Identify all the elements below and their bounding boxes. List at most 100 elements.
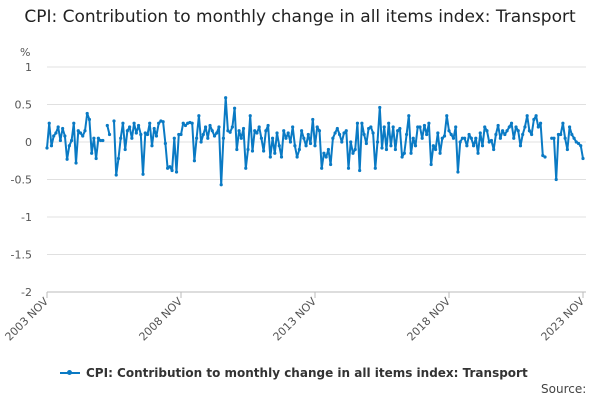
data-point: [116, 156, 121, 161]
data-point: [362, 132, 366, 137]
data-point: [512, 136, 516, 140]
data-point: [496, 123, 500, 128]
data-point: [172, 136, 176, 140]
data-point: [442, 134, 447, 138]
data-point: [375, 140, 380, 144]
data-point: [518, 144, 523, 148]
data-point: [248, 114, 252, 118]
series-line: [46, 96, 584, 186]
data-point: [402, 151, 406, 155]
data-point: [286, 131, 290, 135]
data-point: [413, 144, 418, 148]
data-point: [74, 161, 78, 165]
data-point: [206, 136, 210, 140]
y-tick-label: -0.5: [11, 174, 32, 187]
data-point: [304, 144, 308, 148]
data-point: [387, 121, 391, 125]
data-point: [208, 123, 212, 128]
source-label: Source:: [541, 382, 587, 396]
data-point: [483, 125, 487, 129]
data-point: [139, 132, 143, 137]
x-tick-label: 2003 NOV: [3, 295, 52, 344]
data-point: [195, 136, 199, 140]
data-point: [253, 129, 257, 133]
data-point: [239, 136, 243, 140]
data-point: [360, 121, 364, 125]
data-point: [576, 141, 581, 146]
data-point: [105, 123, 109, 128]
data-point: [534, 114, 538, 118]
data-point: [233, 106, 237, 110]
data-point: [293, 144, 297, 148]
data-point: [150, 144, 154, 148]
data-point: [427, 121, 431, 125]
data-point: [45, 146, 49, 150]
data-point: [56, 125, 60, 129]
data-point: [61, 126, 65, 131]
data-point: [237, 129, 241, 133]
data-point: [170, 168, 174, 173]
data-point: [177, 132, 181, 137]
data-point: [563, 136, 567, 140]
data-point: [485, 129, 489, 133]
legend[interactable]: CPI: Contribution to monthly change in a…: [60, 366, 528, 380]
data-point: [527, 129, 532, 133]
data-point: [425, 132, 429, 137]
data-point: [429, 162, 433, 167]
data-point: [219, 183, 223, 187]
y-axis-label: %: [20, 46, 30, 59]
data-point: [416, 125, 420, 129]
data-point: [273, 151, 277, 155]
data-point: [230, 125, 234, 129]
data-point: [478, 131, 482, 135]
data-point: [47, 121, 51, 125]
data-point: [465, 144, 469, 148]
data-point: [96, 136, 100, 140]
data-point: [315, 125, 319, 129]
data-point: [94, 156, 98, 161]
data-point: [244, 166, 248, 170]
data-point: [179, 132, 183, 137]
data-point: [259, 136, 263, 140]
data-point: [52, 134, 56, 138]
data-point: [467, 132, 471, 137]
data-point: [378, 105, 382, 110]
data-point: [250, 149, 255, 153]
data-point: [384, 147, 389, 152]
data-point: [507, 125, 511, 129]
data-point: [346, 166, 351, 170]
data-point: [288, 140, 293, 144]
data-point: [112, 119, 116, 123]
data-point: [277, 144, 281, 148]
data-point: [349, 140, 353, 144]
data-point: [199, 140, 203, 144]
data-point: [54, 131, 58, 135]
data-point: [326, 147, 330, 152]
data-point: [581, 156, 585, 161]
data-point: [456, 170, 460, 174]
y-tick-label: -1.5: [11, 249, 32, 262]
data-point: [396, 129, 400, 133]
data-point: [344, 129, 348, 133]
data-point: [480, 144, 485, 148]
data-point: [521, 132, 525, 137]
data-point: [329, 162, 333, 167]
data-point: [391, 125, 395, 129]
data-point: [501, 129, 505, 133]
data-point: [364, 141, 368, 146]
data-point: [212, 134, 217, 138]
data-point: [572, 136, 576, 140]
data-point: [163, 141, 167, 146]
y-tick-label: 0.5: [15, 99, 33, 112]
y-tick-label: 0: [25, 136, 32, 149]
data-point: [78, 131, 83, 135]
data-point: [420, 136, 424, 140]
data-point: [145, 132, 150, 137]
data-point: [494, 132, 498, 137]
data-point: [85, 111, 89, 116]
data-point: [530, 132, 534, 137]
data-point: [119, 136, 123, 140]
data-point: [275, 131, 279, 135]
data-point: [192, 159, 196, 163]
data-point: [440, 136, 444, 140]
